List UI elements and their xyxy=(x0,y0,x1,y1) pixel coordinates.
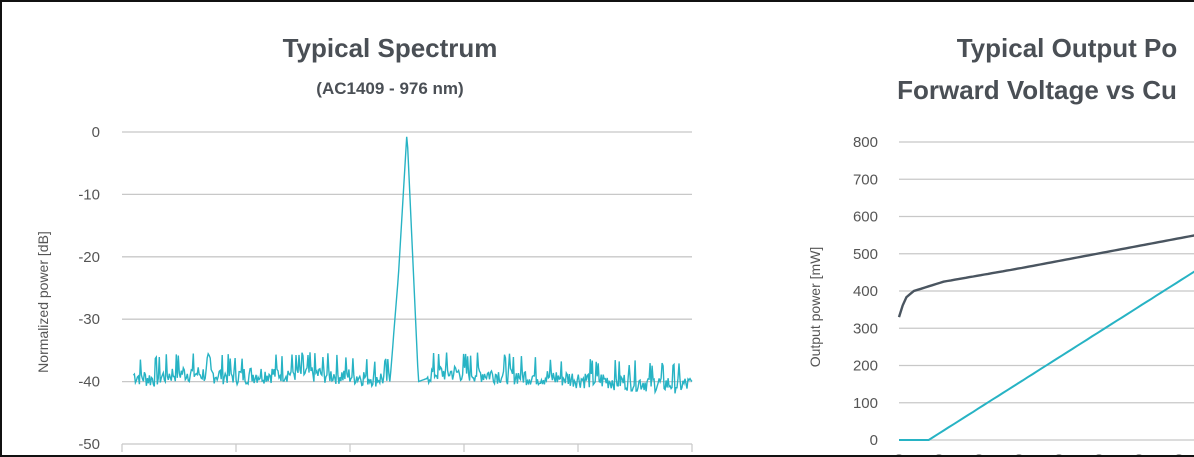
spectrum-y-tick-label: -20 xyxy=(78,249,100,266)
spectrum-x-ticks xyxy=(121,444,693,452)
spectrum-y-tick-label: -50 xyxy=(78,436,100,453)
output-power-y-tick-label: 300 xyxy=(853,320,878,337)
output-power-gridlines xyxy=(899,141,1194,441)
output-power-series-line xyxy=(899,270,1194,441)
spectrum-title: Typical Spectrum xyxy=(283,33,498,63)
spectrum-y-tick-label: -40 xyxy=(78,374,100,391)
spectrum-gridlines xyxy=(122,131,692,445)
spectrum-y-axis-label: Normalized power [dB] xyxy=(35,231,51,373)
output-power-y-axis-label: Output power [mW] xyxy=(807,247,823,368)
spectrum-y-tick-label: -10 xyxy=(78,186,100,203)
output-power-y-tick-label: 500 xyxy=(853,246,878,263)
output-power-y-tick-label: 400 xyxy=(853,283,878,300)
output-power-y-tick-label: 800 xyxy=(853,134,878,151)
output-power-y-tick-label: 200 xyxy=(853,358,878,375)
spectrum-y-ticks: 0 -10 -20 -30 -40 -50 xyxy=(78,124,100,453)
spectrum-subtitle: (AC1409 - 976 nm) xyxy=(316,79,463,98)
output-power-y-tick-label: 0 xyxy=(870,432,878,449)
output-power-y-tick-label: 600 xyxy=(853,209,878,226)
output-power-y-tick-label: 100 xyxy=(853,395,878,412)
spectrum-y-tick-label: 0 xyxy=(92,124,100,141)
spectrum-series-line xyxy=(132,136,693,395)
output-power-title-line2: Forward Voltage vs Cu xyxy=(897,75,1177,105)
output-power-title-line1: Typical Output Po xyxy=(957,33,1178,63)
output-power-y-tick-label: 700 xyxy=(853,171,878,188)
forward-voltage-series-line xyxy=(897,234,1194,318)
spectrum-chart: Typical Spectrum (AC1409 - 976 nm) 0 -10 -… xyxy=(35,33,693,453)
spectrum-y-tick-label: -30 xyxy=(78,311,100,328)
output-power-chart: Typical Output Po Forward Voltage vs Cu … xyxy=(807,33,1194,455)
output-power-y-ticks: 800 700 600 500 400 300 200 100 0 xyxy=(853,134,878,449)
